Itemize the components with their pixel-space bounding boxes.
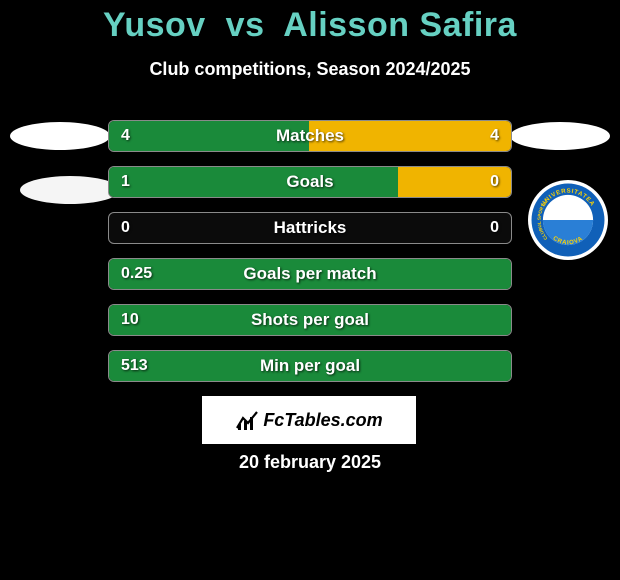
stat-row: Matches44 xyxy=(108,120,512,152)
vs-text: vs xyxy=(226,6,265,44)
stat-row: Min per goal513 xyxy=(108,350,512,382)
club-badge: UNIVERSITATEA CLUBUL SPORTIV CRAIOVA xyxy=(528,180,608,260)
bar-right xyxy=(398,167,511,197)
brand-logo-inner: FcTables.com xyxy=(235,408,382,432)
stat-label: Hattricks xyxy=(109,213,511,243)
club-badge-icon: UNIVERSITATEA CLUBUL SPORTIV CRAIOVA xyxy=(530,182,606,258)
bar-left xyxy=(109,259,512,289)
decoration-ellipse-top-left xyxy=(10,122,110,150)
bar-left xyxy=(109,121,311,151)
comparison-graphic: Yusov vs Alisson Safira Club competition… xyxy=(0,0,620,580)
stat-row: Shots per goal10 xyxy=(108,304,512,336)
chart-icon xyxy=(235,408,259,432)
date-text: 20 february 2025 xyxy=(0,452,620,473)
stat-row: Hattricks0 0 xyxy=(108,212,512,244)
stat-row: Goals per match0.25 xyxy=(108,258,512,290)
player1-name: Yusov xyxy=(103,6,206,44)
stats-area: Matches44 Goals10 Hattricks0 0 Goals per mat… xyxy=(108,120,512,396)
stat-value-right: 0 xyxy=(490,213,499,243)
decoration-ellipse-top-right xyxy=(510,122,610,150)
subtitle: Club competitions, Season 2024/2025 xyxy=(0,59,620,80)
brand-logo: FcTables.com xyxy=(202,396,416,444)
bar-left xyxy=(109,351,512,381)
bar-right xyxy=(309,121,511,151)
bar-left xyxy=(109,167,400,197)
bar-left xyxy=(109,305,512,335)
stat-value-left: 0 xyxy=(121,213,130,243)
headline: Yusov vs Alisson Safira xyxy=(0,0,620,45)
brand-logo-text: FcTables.com xyxy=(263,410,382,431)
stat-row: Goals10 xyxy=(108,166,512,198)
player2-name: Alisson Safira xyxy=(283,6,517,44)
decoration-ellipse-mid-left xyxy=(20,176,120,204)
